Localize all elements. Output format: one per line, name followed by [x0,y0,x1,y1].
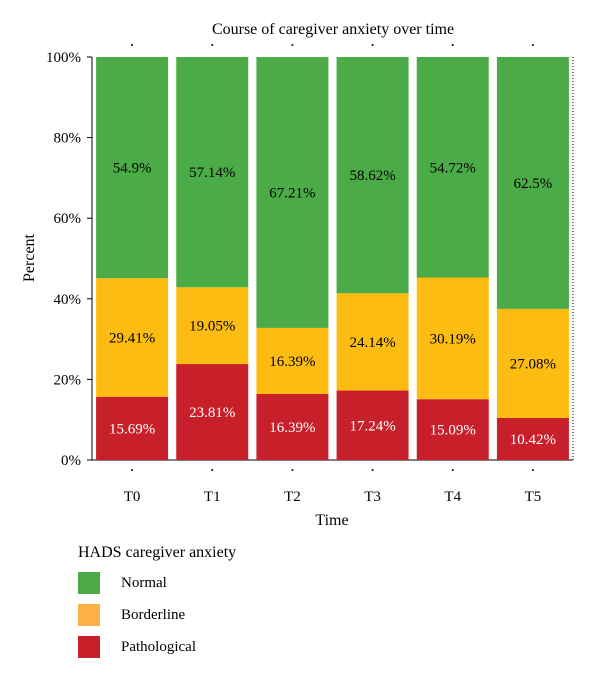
bottom-tick-dot [371,469,374,471]
data-label-borderline: 27.08% [510,356,556,372]
top-tick-dot [451,44,454,46]
bar-segment-normal [416,57,489,278]
x-tick-label-t3: T3 [364,489,381,505]
legend-item-normal: Normal [78,572,236,594]
data-label-pathological: 15.09% [430,423,476,439]
bottom-tick-dot [131,469,134,471]
data-label-pathological: 23.81% [189,405,235,421]
bar-segment-pathological [96,396,169,460]
y-axis: 0% 20% 40% 60% 80% 100% [46,50,92,469]
x-tick-label-t4: T4 [444,489,461,505]
bottom-tick-dot [531,469,534,471]
bar-group-t0: 15.69% 29.41% 54.9% [96,57,169,460]
data-label-pathological: 16.39% [269,420,315,436]
bar-group-t4: 15.09% 30.19% 54.72% [416,57,489,460]
bar-segment-normal [96,57,169,279]
top-tick-dot [131,44,134,46]
bar-group-t3: 17.24% 24.14% 58.62% [336,57,409,460]
legend-swatch-normal [78,572,100,594]
x-axis: T0 T1 T2 T3 T4 T5 [124,44,542,505]
data-label-borderline: 24.14% [349,335,395,351]
data-label-normal: 57.14% [189,165,235,181]
legend-label-normal: Normal [121,574,167,591]
bar-segment-normal [496,57,569,309]
y-tick-label: 80% [54,131,82,147]
legend-item-pathological: Pathological [78,636,236,658]
top-tick-dot [531,44,534,46]
bar-segment-borderline [96,278,169,397]
legend-swatch-pathological [78,636,100,658]
x-tick-label-t1: T1 [204,489,221,505]
data-label-pathological: 17.24% [349,418,395,434]
data-label-normal: 67.21% [269,185,315,201]
top-tick-dot [291,44,294,46]
data-label-borderline: 16.39% [269,354,315,370]
bar-group-t2: 16.39% 16.39% 67.21% [256,57,329,460]
bar-segment-borderline [176,287,249,365]
stacked-bar-chart: Course of caregiver anxiety over time 0%… [21,21,574,529]
bottom-tick-dot [211,469,214,471]
data-label-pathological: 15.69% [109,421,155,437]
data-label-normal: 54.72% [430,160,476,176]
legend-label-borderline: Borderline [121,606,186,623]
legend-swatch-borderline [78,604,100,626]
legend-title: HADS caregiver anxiety [78,544,237,561]
x-tick-label-t5: T5 [525,489,542,505]
x-tick-label-t0: T0 [124,489,141,505]
legend: HADS caregiver anxiety Normal Borderline… [78,544,236,668]
legend-label-pathological: Pathological [121,638,196,655]
bar-segment-normal [176,57,249,288]
bottom-tick-dot [451,469,454,471]
bars: 15.69% 29.41% 54.9% 23.81% 19.05% 57.14% 16.39… [96,57,569,460]
bar-segment-pathological [176,364,249,460]
data-label-borderline: 19.05% [189,319,235,335]
bottom-tick-dot [291,469,294,471]
bar-segment-pathological [256,393,329,460]
bar-segment-pathological [496,418,569,460]
bar-segment-borderline [256,327,329,394]
legend-item-borderline: Borderline [78,604,236,626]
bar-segment-pathological [416,399,489,460]
top-tick-dot [211,44,214,46]
data-label-borderline: 29.41% [109,331,155,347]
y-tick-label: 100% [46,50,81,66]
bar-segment-pathological [336,390,409,460]
data-label-normal: 62.5% [514,176,553,192]
y-tick-label: 20% [54,372,82,388]
y-tick-label: 0% [61,453,81,469]
data-label-borderline: 30.19% [430,331,476,347]
y-tick-label: 40% [54,292,82,308]
data-label-normal: 58.62% [349,168,395,184]
y-tick-label: 60% [54,211,82,227]
bar-group-t1: 23.81% 19.05% 57.14% [176,57,249,460]
bar-segment-normal [256,57,329,328]
x-axis-title: Time [315,512,348,529]
data-label-normal: 54.9% [113,161,152,177]
bar-segment-borderline [416,277,489,400]
top-tick-dot [371,44,374,46]
plot-frame [91,57,574,461]
chart-title: Course of caregiver anxiety over time [212,21,454,38]
bar-segment-borderline [336,293,409,391]
y-axis-title: Percent [21,233,38,282]
data-label-pathological: 10.42% [510,432,556,448]
bar-group-t5: 10.42% 27.08% 62.5% [496,57,569,460]
x-tick-label-t2: T2 [284,489,301,505]
bar-segment-borderline [496,308,569,419]
bar-segment-normal [336,57,409,294]
